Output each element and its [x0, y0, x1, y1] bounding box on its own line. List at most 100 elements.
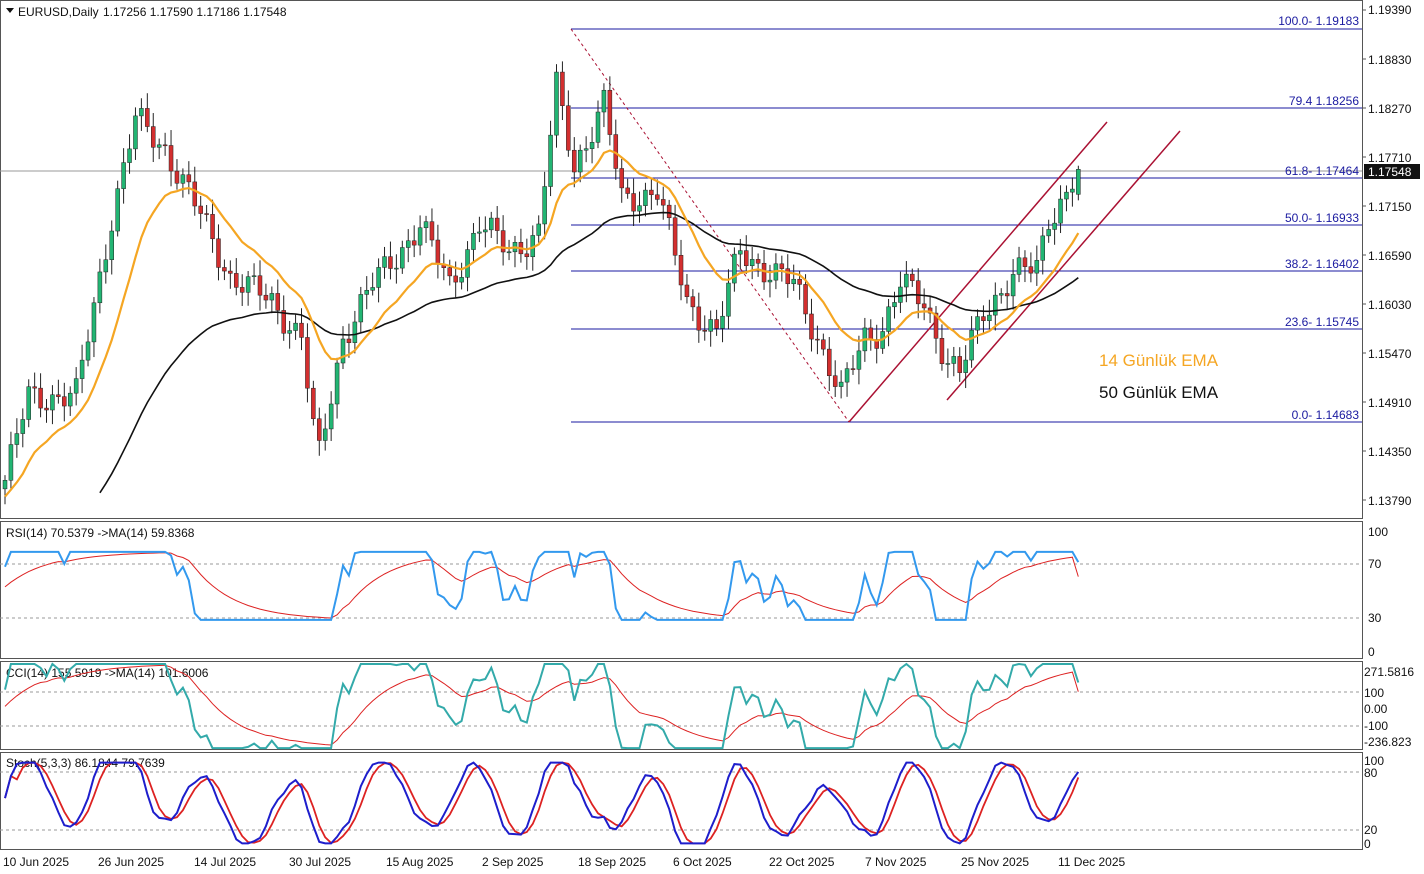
candle-body: [702, 329, 707, 332]
rsi-title: RSI(14) 70.5379 ->MA(14) 59.8368: [6, 526, 195, 540]
candle-body: [767, 279, 773, 283]
price-tick: 1.16030: [1368, 298, 1412, 312]
candle-body: [328, 403, 334, 430]
candle-body: [465, 249, 470, 278]
candle-body: [145, 108, 150, 127]
cci-tick: 0.00: [1364, 702, 1388, 716]
candle-body: [139, 108, 144, 117]
candle-body: [133, 115, 138, 150]
candle-body: [174, 170, 180, 184]
candle-body: [524, 253, 530, 258]
candle-body: [471, 232, 476, 250]
ohlc-label: 1.17256 1.17590 1.17186 1.17548: [103, 5, 287, 19]
cci-line: [4, 662, 1080, 750]
candle-body: [732, 253, 737, 284]
candle-body: [572, 149, 577, 173]
candle-body: [548, 134, 553, 187]
candle-body: [73, 378, 79, 394]
candle-body: [726, 282, 731, 317]
candle-body: [678, 255, 684, 286]
candle-body: [838, 381, 844, 387]
candle-body: [423, 221, 429, 229]
candle-body: [1076, 169, 1081, 195]
current-price-box: [1364, 164, 1420, 179]
price-tick: 1.18830: [1368, 53, 1412, 67]
fib-label: 100.0- 1.19183: [1278, 14, 1359, 28]
date-tick: 6 Oct 2025: [673, 855, 732, 869]
candle-body: [483, 229, 488, 233]
candle-body: [494, 217, 500, 231]
candle-body: [234, 273, 239, 288]
candle-body: [370, 287, 375, 291]
rsi-panel: [0, 521, 1363, 659]
date-tick: 2 Sep 2025: [482, 855, 544, 869]
rsi-tick: 30: [1368, 611, 1382, 625]
stoch-d-line: [4, 761, 1080, 845]
candle-body: [779, 263, 785, 269]
candle-body: [358, 294, 364, 323]
candle-body: [666, 204, 672, 219]
candle-body: [655, 194, 660, 200]
candle-body: [429, 221, 435, 241]
fib-label: 0.0- 1.14683: [1292, 408, 1360, 422]
stoch-tick: 0: [1364, 837, 1371, 851]
candle-body: [560, 71, 565, 106]
stoch-tick: 20: [1364, 823, 1378, 837]
candle-body: [684, 284, 690, 297]
candle-body: [257, 275, 263, 296]
cci-tick: -100: [1364, 719, 1388, 733]
candle-body: [868, 327, 874, 340]
candle-body: [696, 306, 702, 331]
candle-body: [720, 315, 725, 329]
candle-body: [1010, 274, 1016, 297]
rising-channel: [848, 121, 1181, 423]
stoch-k-line: [4, 761, 1080, 845]
date-axis: 10 Jun 2025 26 Jun 2025 14 Jul 2025 30 J…: [3, 855, 1125, 869]
rsi-tick: 100: [1368, 525, 1388, 539]
candle-body: [791, 278, 796, 285]
dropdown-triangle-icon[interactable]: [6, 8, 14, 13]
candle-body: [459, 277, 464, 283]
rsi-tick: 0: [1368, 645, 1375, 659]
candle-body: [744, 250, 749, 267]
candle-body: [44, 407, 49, 411]
candle-body: [32, 386, 37, 389]
candle-body: [589, 142, 595, 149]
candlestick-series: [2, 61, 1081, 505]
candle-body: [411, 240, 417, 246]
channel-upper-line: [946, 130, 1181, 401]
candle-body: [127, 148, 132, 163]
candle-body: [1046, 229, 1051, 237]
candle-body: [103, 259, 109, 273]
candle-body: [2, 480, 8, 490]
candle-body: [1034, 260, 1040, 274]
candle-body: [939, 338, 945, 364]
candle-body: [892, 302, 897, 308]
candle-body: [26, 386, 31, 420]
stoch-tick: 80: [1364, 766, 1378, 780]
candle-body: [981, 316, 986, 321]
candle-body: [554, 71, 559, 136]
date-tick: 14 Jul 2025: [194, 855, 256, 869]
candle-body: [631, 193, 636, 212]
price-tick: 1.16590: [1368, 249, 1412, 263]
cci-title: CCI(14) 155.5919 ->MA(14) 101.6006: [6, 666, 209, 680]
candle-body: [987, 314, 992, 321]
channel-lower-line: [848, 121, 1108, 423]
candle-body: [649, 189, 654, 196]
candle-body: [305, 337, 310, 389]
candle-body: [210, 214, 215, 240]
candle-body: [951, 356, 957, 364]
candle-body: [910, 273, 915, 281]
candle-body: [8, 444, 14, 481]
date-tick: 18 Sep 2025: [578, 855, 646, 869]
rsi-tick: 70: [1368, 557, 1382, 571]
candle-body: [67, 392, 73, 407]
candle-body: [566, 105, 571, 151]
candle-body: [299, 322, 304, 338]
price-tick: 1.14350: [1368, 445, 1412, 459]
fib-label: 38.2- 1.16402: [1285, 257, 1359, 271]
price-tick: 1.17710: [1368, 151, 1412, 165]
date-tick: 30 Jul 2025: [289, 855, 351, 869]
candle-body: [168, 145, 174, 172]
